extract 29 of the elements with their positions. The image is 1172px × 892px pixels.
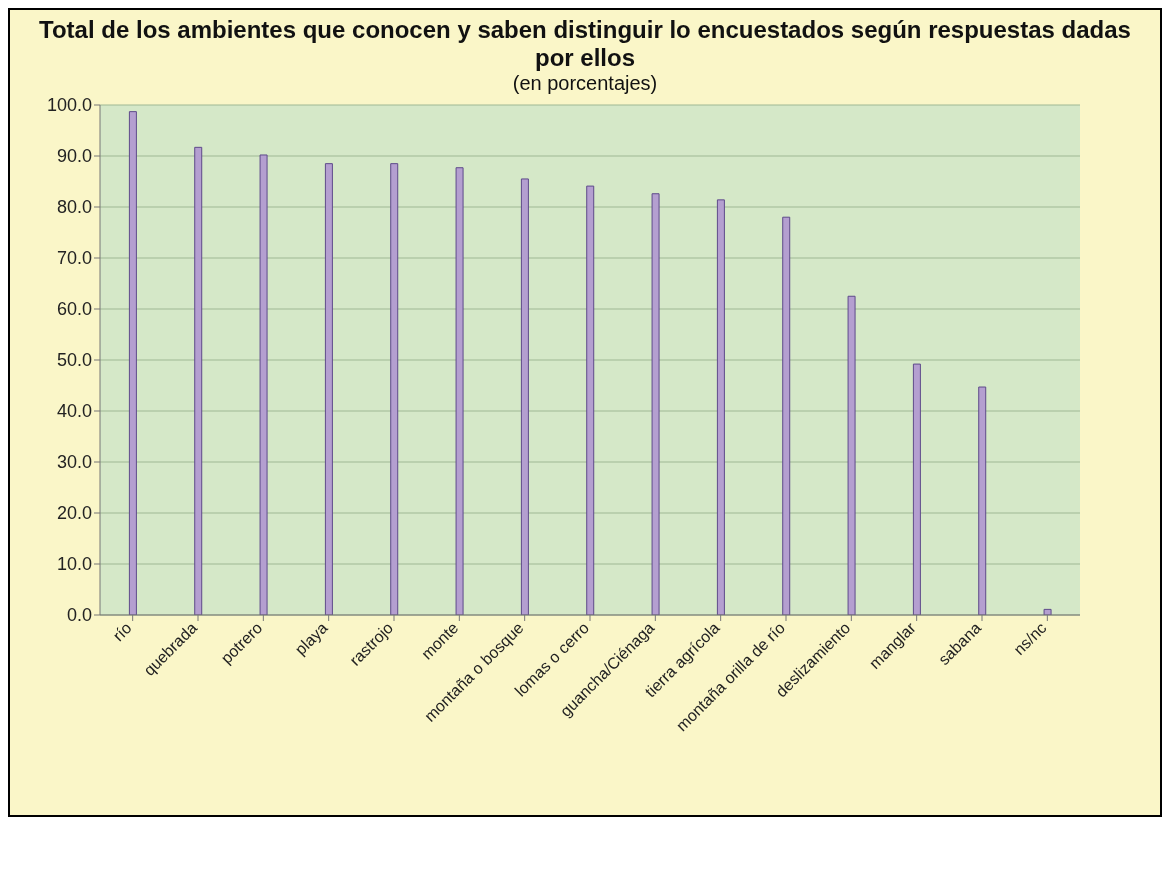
y-tick-label: 10.0: [56, 554, 92, 575]
bar: [520, 178, 529, 615]
bar: [716, 199, 725, 615]
y-tick-label: 80.0: [56, 197, 92, 218]
bar: [390, 163, 399, 615]
y-tick-label: 0.0: [66, 605, 92, 626]
bar: [912, 363, 921, 615]
bar: [847, 295, 856, 615]
y-tick-label: 20.0: [56, 503, 92, 524]
bar: [586, 185, 595, 615]
bar: [324, 163, 333, 615]
y-tick-label: 30.0: [56, 452, 92, 473]
y-tick-label: 90.0: [56, 146, 92, 167]
bar: [455, 167, 464, 615]
bar: [259, 154, 268, 615]
x-tick-label: río: [109, 619, 135, 645]
chart-subtitle: (en porcentajes): [511, 72, 659, 95]
y-tick-label: 50.0: [56, 350, 92, 371]
y-tick-label: 70.0: [56, 248, 92, 269]
bar: [128, 111, 137, 615]
y-tick-label: 100.0: [46, 95, 92, 116]
bar: [782, 216, 791, 615]
bar: [978, 386, 987, 615]
y-tick-label: 60.0: [56, 299, 92, 320]
bar: [651, 193, 660, 615]
bar: [1043, 608, 1052, 615]
y-tick-label: 40.0: [56, 401, 92, 422]
bar: [194, 146, 203, 615]
chart-title: Total de los ambientes que conocen y saben distinguir lo encuestados según respuestas dadas por ellos: [38, 16, 1132, 72]
